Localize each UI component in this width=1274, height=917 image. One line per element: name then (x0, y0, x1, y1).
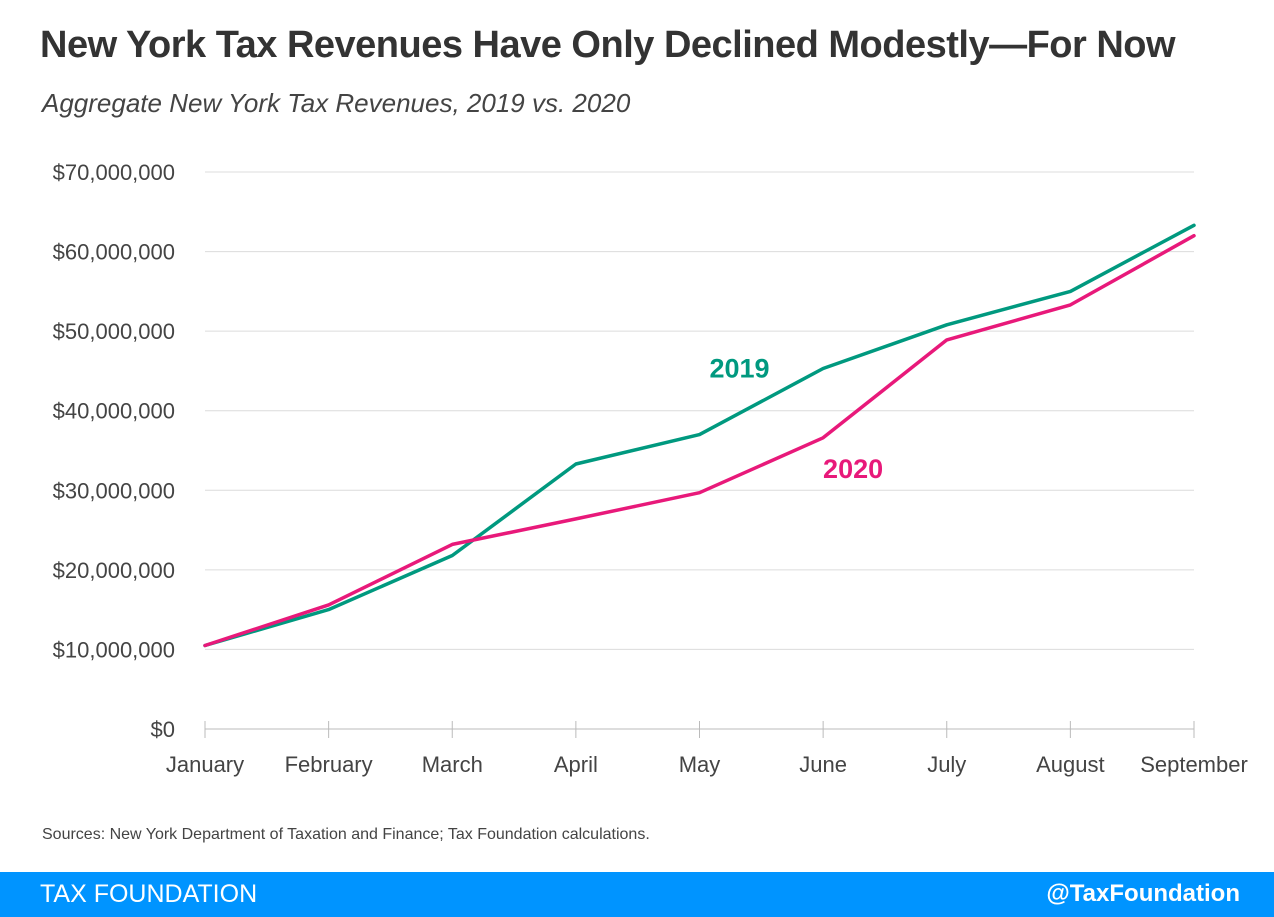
y-tick-label: $50,000,000 (53, 319, 175, 344)
x-tick-label: September (1140, 752, 1248, 777)
y-tick-label: $70,000,000 (53, 160, 175, 185)
chart-title: New York Tax Revenues Have Only Declined… (40, 24, 1176, 66)
x-tick-label: July (927, 752, 966, 777)
x-tick-label: January (166, 752, 244, 777)
y-tick-label: $40,000,000 (53, 399, 175, 424)
y-tick-label: $10,000,000 (53, 637, 175, 662)
chart-subtitle: Aggregate New York Tax Revenues, 2019 vs… (42, 88, 631, 118)
footer-bar: TAX FOUNDATION @TaxFoundation (0, 872, 1274, 917)
x-tick-label: March (422, 752, 483, 777)
source-note: Sources: New York Department of Taxation… (42, 826, 650, 843)
y-tick-label: $20,000,000 (53, 558, 175, 583)
x-tick-label: May (679, 752, 721, 777)
x-tick-label: April (554, 752, 598, 777)
x-tick-label: June (799, 752, 847, 777)
y-tick-label: $60,000,000 (53, 240, 175, 265)
series-line-2020 (203, 233, 1196, 648)
series-label-2019: 2019 (709, 354, 769, 384)
x-tick-label: February (285, 752, 373, 777)
series-label-2020: 2020 (823, 454, 883, 484)
y-tick-label: $30,000,000 (53, 478, 175, 503)
line-chart: $0 $10,000,000 $20,000,000 $30,000,000 $40,0… (53, 160, 1248, 777)
x-tick-label: August (1036, 752, 1105, 777)
footer-brand: TAX FOUNDATION (40, 880, 258, 908)
y-tick-label: $0 (151, 717, 175, 742)
footer-handle[interactable]: @TaxFoundation (1046, 880, 1240, 907)
series-line-2019 (203, 223, 1196, 648)
